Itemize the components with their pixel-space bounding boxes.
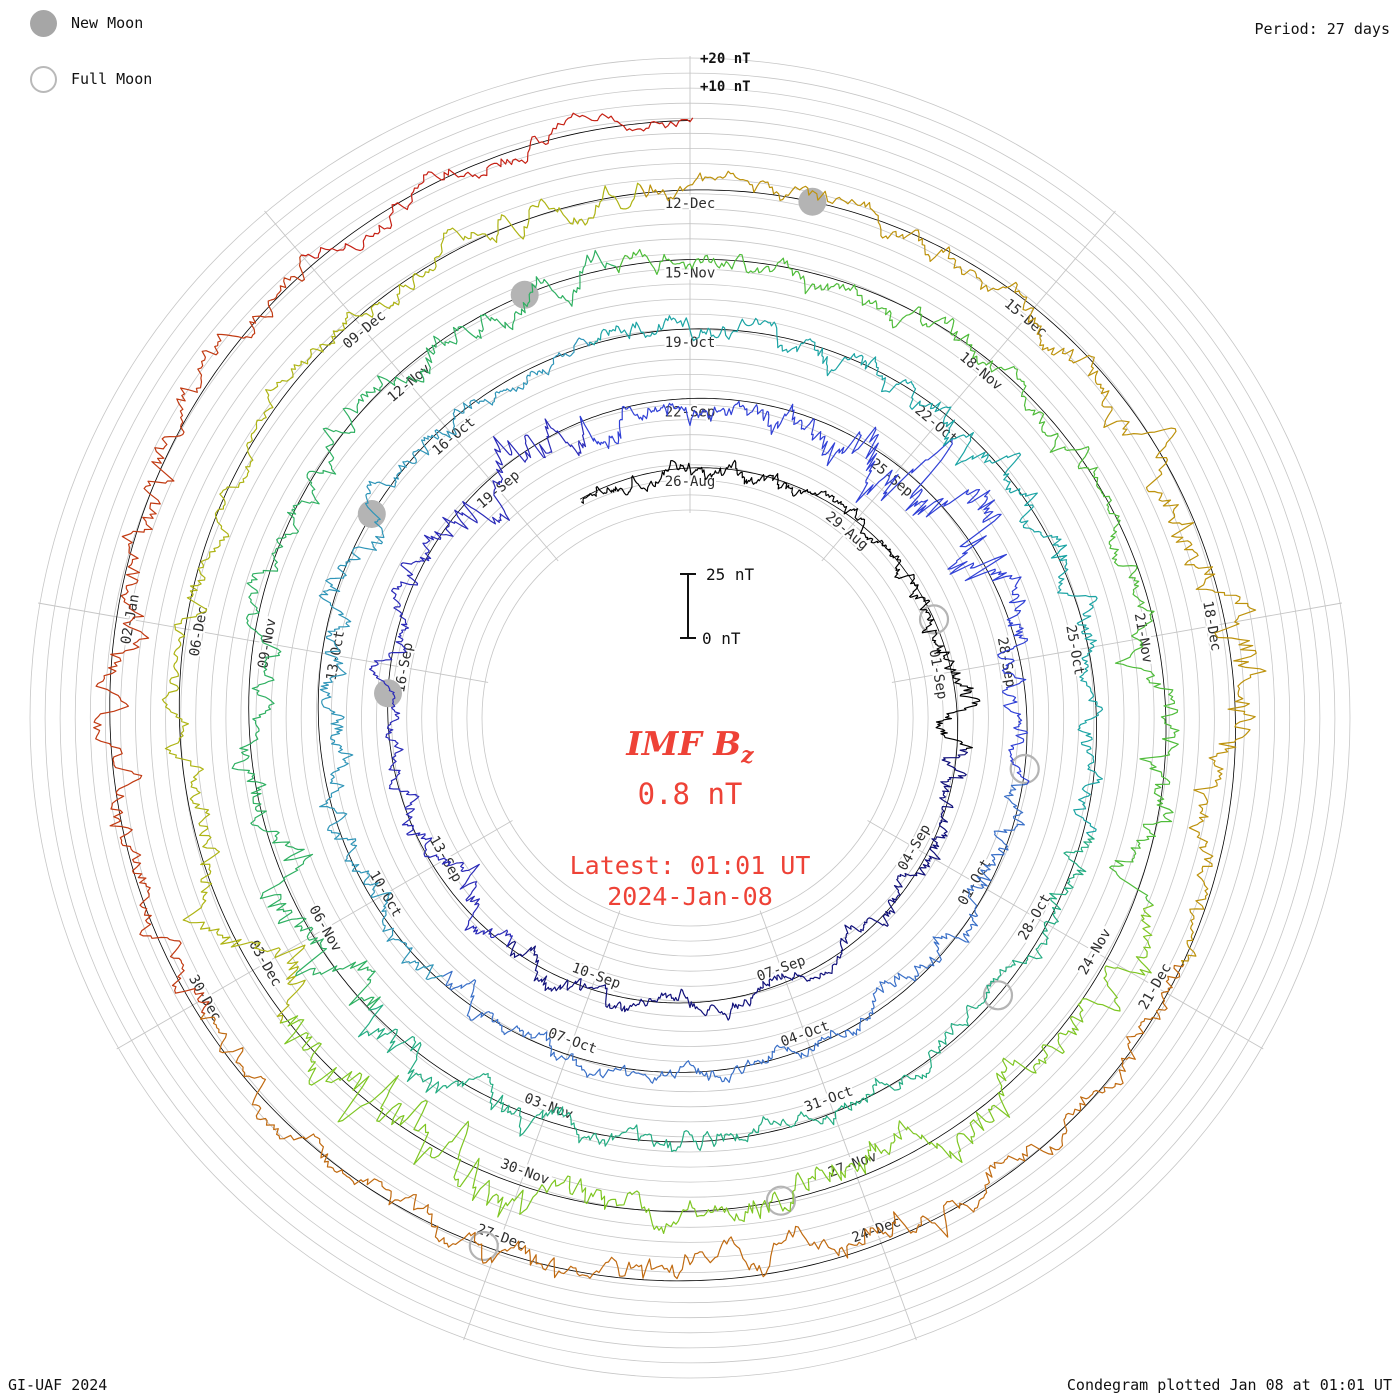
bz-segment: [318, 337, 593, 981]
date-label: 30-Nov: [498, 1156, 551, 1188]
date-label: 01-Sep: [925, 648, 950, 701]
scale-bar: 25 nT 0 nT: [680, 565, 755, 648]
bz-segment: [93, 254, 307, 1014]
date-label: 09-Nov: [255, 617, 280, 670]
bz-segment: [615, 248, 1180, 907]
scale-bar-bottom-label: 0 nT: [702, 629, 741, 648]
bz-segment: [589, 315, 1104, 840]
grid-spokes: [38, 56, 1342, 1341]
date-label: 07-Sep: [755, 953, 808, 985]
period-label: Period: 27 days: [1254, 20, 1390, 38]
bz-segment: [441, 783, 1028, 1084]
chart-title: IMF Bz: [626, 724, 754, 769]
date-label: 29-Aug: [822, 509, 871, 554]
full-moon-icon: [30, 65, 57, 93]
bz-segment: [199, 964, 1185, 1280]
plotted-at-label: Condegram plotted Jan 08 at 01:01 UT: [1066, 1376, 1392, 1394]
new-moon-marker: [357, 500, 386, 528]
legend-full-moon: Full Moon: [30, 62, 152, 96]
date-label: 06-Nov: [305, 903, 344, 955]
latest-time-line2: 2024-Jan-08: [607, 881, 773, 911]
credit-label: GI-UAF 2024: [8, 1376, 108, 1394]
full-moon-marker: [982, 980, 1014, 1011]
bz-segment: [580, 459, 981, 751]
full-moon-label: Full Moon: [71, 70, 153, 88]
date-label: 19-Oct: [665, 335, 716, 351]
date-label: 24-Nov: [1076, 926, 1115, 978]
date-label: 26-Aug: [665, 474, 716, 490]
date-label: 12-Dec: [665, 196, 716, 212]
latest-value: 0.8 nT: [637, 776, 743, 811]
date-label: 28-Sep: [994, 636, 1019, 689]
date-label: 04-Oct: [779, 1018, 832, 1050]
bz-segment: [639, 170, 1267, 968]
date-label: 03-Nov: [522, 1091, 575, 1123]
date-label: 21-Dec: [1136, 961, 1175, 1013]
new-moon-marker: [374, 679, 402, 708]
date-label: 31-Oct: [802, 1083, 855, 1115]
bz-segment: [357, 834, 1095, 1153]
date-label: 19-Sep: [474, 467, 523, 512]
bz-segment: [506, 749, 968, 1021]
bz-segment: [161, 182, 644, 1024]
new-moon-label: New Moon: [71, 14, 144, 32]
date-label: 15-Dec: [1001, 296, 1050, 341]
reference-ring-label: +20 nT: [700, 51, 751, 67]
bz-spiral: [93, 112, 1267, 1280]
full-moon-marker: [468, 1230, 499, 1262]
bz-segment: [579, 400, 1030, 786]
date-label: 06-Dec: [187, 605, 212, 658]
bz-segment: [369, 416, 587, 947]
bz-segment: [279, 904, 1154, 1234]
bz-segment: [301, 112, 694, 259]
bz-segment: [231, 249, 620, 1011]
full-moon-marker: [918, 604, 950, 635]
legend-new-moon: New Moon: [30, 6, 152, 40]
new-moon-icon: [30, 9, 57, 37]
reference-labels: +20 nT +10 nT: [700, 51, 751, 95]
date-label: 01-Oct: [955, 856, 994, 908]
new-moon-marker: [798, 187, 827, 216]
latest-time-line1: Latest: 01:01 UT: [569, 850, 811, 880]
baseline-spiral: [109, 120, 1236, 1282]
full-moon-marker: [765, 1185, 797, 1216]
moon-legend: New Moon Full Moon: [30, 6, 152, 118]
reference-ring-label: +10 nT: [700, 79, 751, 95]
date-label: 18-Dec: [1199, 600, 1224, 653]
center-annotation: IMF Bz 0.8 nT Latest: 01:01 UT 2024-Jan-…: [570, 724, 811, 911]
full-moon-marker: [1009, 753, 1040, 785]
moon-markers: [357, 187, 1040, 1262]
date-label: 02-Jan: [118, 593, 143, 646]
date-label: 15-Nov: [665, 265, 716, 281]
scale-bar-top-label: 25 nT: [706, 565, 755, 584]
new-moon-marker: [510, 280, 539, 309]
